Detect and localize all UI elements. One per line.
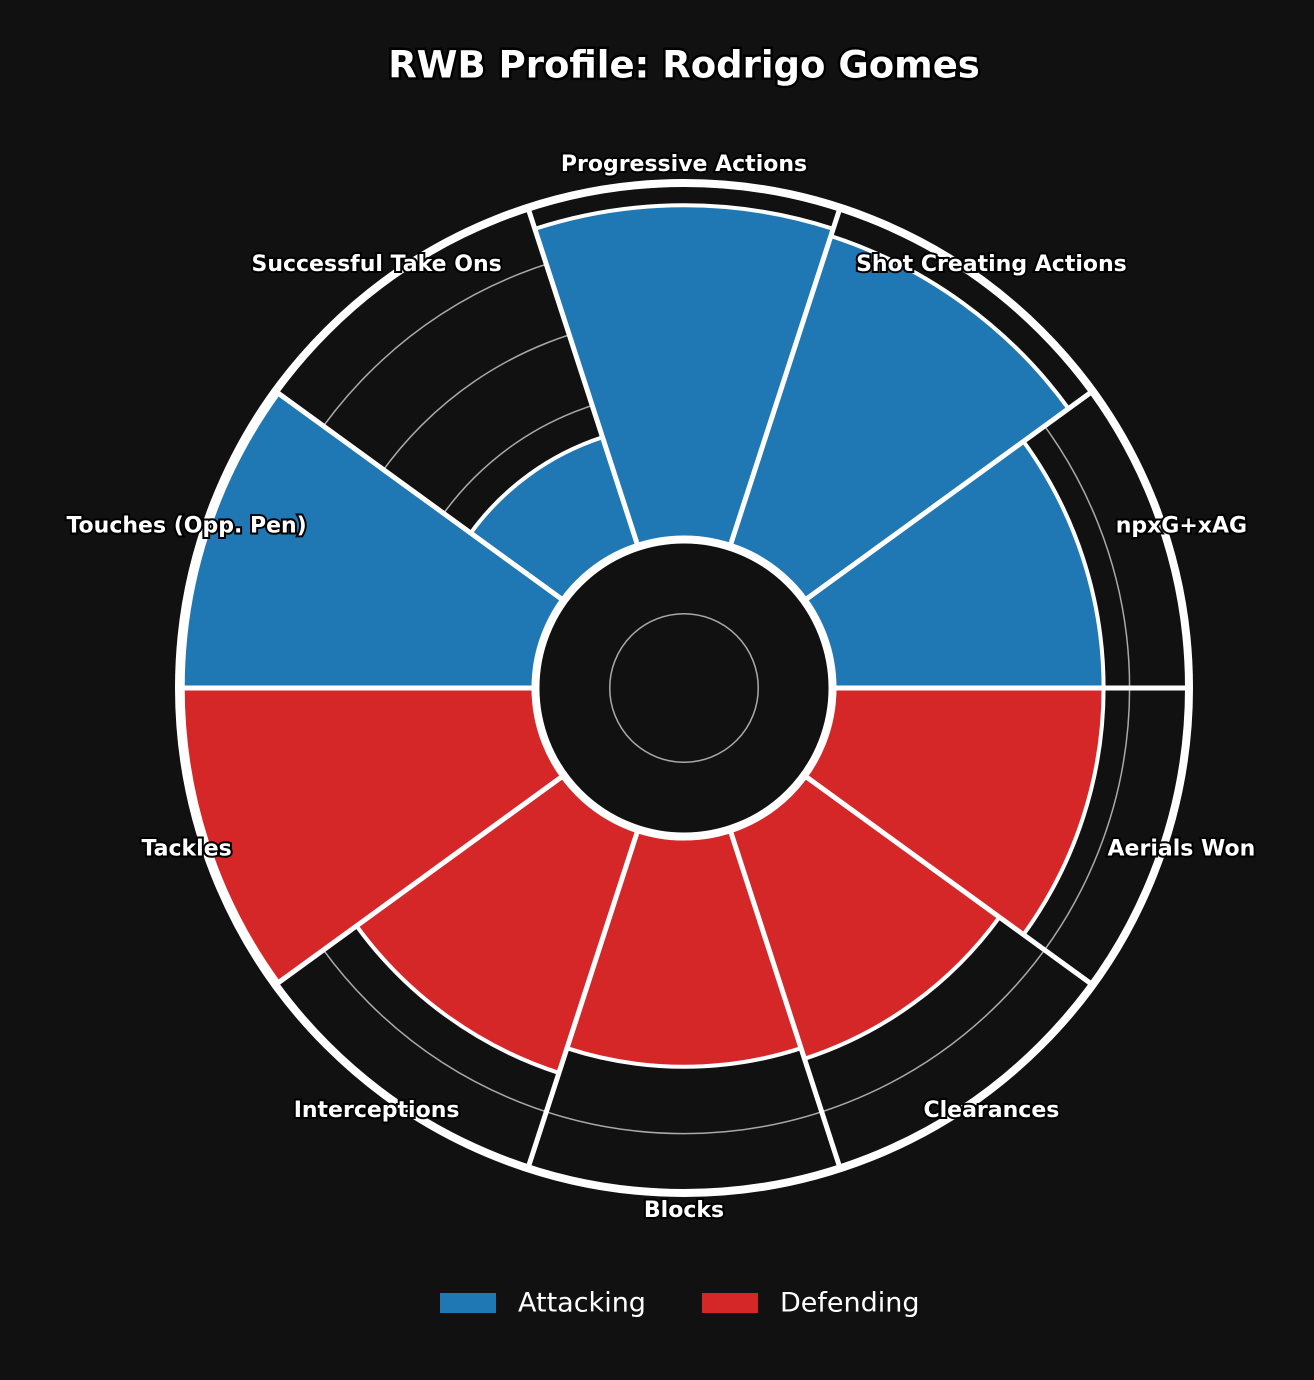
category-label: npxG+xAG <box>1116 513 1247 538</box>
category-label: Blocks <box>644 1198 724 1223</box>
chart-title: RWB Profile: Rodrigo Gomes <box>388 44 980 87</box>
spoke <box>727 828 843 1170</box>
spoke <box>727 206 843 548</box>
spoke <box>802 389 1095 603</box>
category-label: Touches (Opp. Pen) <box>66 513 306 538</box>
category-label: Successful Take Ons <box>251 252 501 277</box>
category-label: Tackles <box>141 837 231 862</box>
spoke <box>525 828 641 1170</box>
legend-swatch <box>440 1293 496 1313</box>
outer-ring <box>175 179 1193 1197</box>
spoke <box>802 773 1095 987</box>
grid-circle <box>608 612 760 764</box>
spoke <box>273 773 566 987</box>
legend-swatch <box>701 1293 758 1313</box>
category-label: Clearances <box>923 1098 1059 1123</box>
category-label: Progressive Actions <box>561 152 807 177</box>
category-label: Shot Creating Actions <box>856 252 1127 277</box>
category-label: Aerials Won <box>1108 837 1256 862</box>
spoke <box>525 206 641 548</box>
legend-label: Attacking <box>518 1288 646 1319</box>
inner-ring <box>531 535 837 841</box>
legend-label: Defending <box>780 1288 920 1319</box>
spoke <box>273 389 566 603</box>
category-label: Interceptions <box>294 1098 460 1123</box>
